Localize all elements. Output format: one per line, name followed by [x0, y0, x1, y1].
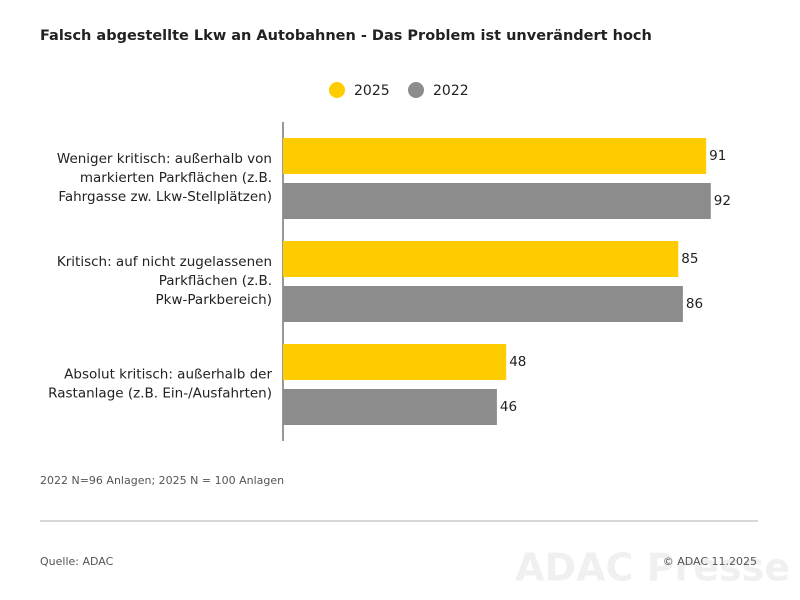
legend-label: 2025 [354, 83, 390, 99]
footnote: 2022 N=96 Anlagen; 2025 N = 100 Anlagen [40, 474, 284, 487]
legend-swatch [329, 82, 345, 98]
bar [283, 138, 707, 174]
bar [283, 286, 683, 322]
source: Quelle: ADAC [40, 555, 114, 568]
value-label: 85 [681, 251, 698, 267]
value-label: 91 [709, 148, 726, 164]
value-label: 48 [509, 354, 526, 370]
legend-label: 2022 [433, 83, 469, 99]
bar [283, 183, 711, 219]
legend-swatch [408, 82, 424, 98]
category-label: Weniger kritisch: außerhalb von markierte… [57, 151, 272, 205]
category-label: Absolut kritisch: außerhalb der Rastanlag… [48, 367, 272, 402]
bar [283, 241, 679, 277]
bar [283, 389, 497, 425]
watermark: ADAC Presse [515, 546, 790, 590]
value-label: 46 [500, 399, 517, 415]
category-label: Kritisch: auf nicht zugelassenen Parkfläc… [57, 254, 272, 308]
value-label: 92 [714, 193, 731, 209]
copyright: © ADAC 11.2025 [663, 555, 757, 568]
value-label: 86 [686, 296, 703, 312]
chart-title: Falsch abgestellte Lkw an Autobahnen - D… [40, 28, 652, 44]
bar [283, 344, 507, 380]
